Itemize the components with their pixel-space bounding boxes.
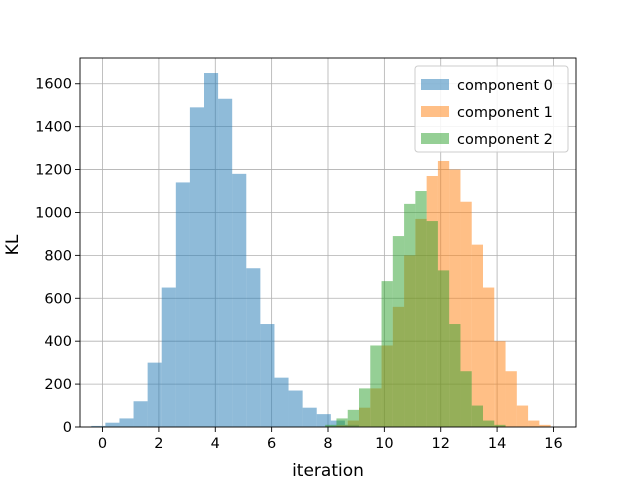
x-tick-label: 14 (488, 436, 506, 452)
y-axis-ticks: 0 200 400 600 800 1000 1200 1400 1600 (35, 77, 80, 436)
histogram-bar (316, 414, 331, 427)
histogram-bar (204, 73, 219, 427)
x-tick-label: 6 (267, 436, 276, 452)
histogram-bar (147, 362, 162, 427)
y-tick-label: 200 (44, 377, 72, 393)
histogram-bar (471, 244, 483, 427)
histogram-bar (133, 401, 148, 427)
y-tick-label: 400 (44, 334, 72, 350)
histogram-bar (483, 420, 495, 427)
histogram-bar (494, 424, 506, 427)
histogram-bar (494, 341, 506, 427)
histogram-bar (471, 405, 483, 427)
legend-swatch (421, 79, 449, 90)
legend-label: component 2 (457, 132, 553, 148)
histogram-bar (460, 371, 472, 427)
legend-box (414, 65, 569, 153)
histogram-bar (415, 191, 427, 427)
y-tick-label: 600 (44, 291, 72, 307)
histogram-bar (505, 371, 517, 427)
legend-label: component 0 (457, 78, 553, 94)
histogram-bar (528, 420, 540, 427)
histogram-bars (91, 73, 551, 428)
x-axis-label: iteration (292, 461, 364, 480)
y-tick-label: 1400 (35, 120, 72, 136)
legend-swatch (421, 133, 449, 144)
histogram-bar (449, 169, 461, 427)
x-tick-label: 12 (432, 436, 450, 452)
histogram-bar (404, 203, 416, 427)
histogram-bar (288, 390, 303, 427)
histogram-bar (539, 424, 551, 427)
histogram-bar (218, 98, 233, 427)
x-axis-ticks: 0 2 4 6 8 10 12 14 16 (98, 427, 563, 452)
histogram-bar (460, 201, 472, 427)
histogram-bar (325, 424, 337, 427)
legend: component 0 component 1 component 2 (414, 65, 569, 153)
histogram-bar (105, 422, 120, 427)
legend-swatch (421, 106, 449, 117)
histogram-bar (119, 418, 134, 427)
histogram-bar (336, 418, 348, 427)
legend-label: component 1 (457, 105, 553, 121)
x-tick-label: 0 (98, 436, 107, 452)
y-tick-label: 1000 (35, 205, 72, 221)
x-tick-label: 10 (375, 436, 393, 452)
histogram-bar (437, 270, 450, 427)
histogram-bar (260, 324, 275, 427)
histogram-bar (516, 405, 529, 427)
x-tick-label: 2 (154, 436, 163, 452)
histogram-bar (392, 236, 405, 427)
x-tick-label: 8 (323, 436, 332, 452)
histogram-bar (91, 425, 106, 427)
x-tick-label: 16 (544, 436, 562, 452)
histogram-bar (370, 345, 382, 427)
histogram-bar (426, 221, 438, 427)
y-tick-label: 800 (44, 248, 72, 264)
y-tick-label: 1200 (35, 163, 72, 179)
histogram-bar (449, 324, 461, 427)
histogram-bar (189, 107, 204, 428)
y-tick-label: 1600 (35, 77, 72, 93)
x-tick-label: 4 (211, 436, 220, 452)
histogram-bar (232, 173, 247, 427)
histogram-bar (483, 287, 495, 427)
histogram-bar (302, 407, 317, 427)
histogram-bar (161, 287, 176, 427)
histogram-bar (359, 388, 371, 427)
y-axis-label: KL (3, 234, 23, 255)
histogram-bar (274, 377, 289, 427)
histogram-bar (175, 182, 190, 427)
histogram-bar (347, 409, 359, 427)
series-0 (91, 73, 359, 428)
histogram-bar (381, 281, 393, 427)
y-tick-label: 0 (63, 420, 72, 436)
histogram-bar (246, 268, 261, 427)
series-2 (325, 191, 506, 427)
